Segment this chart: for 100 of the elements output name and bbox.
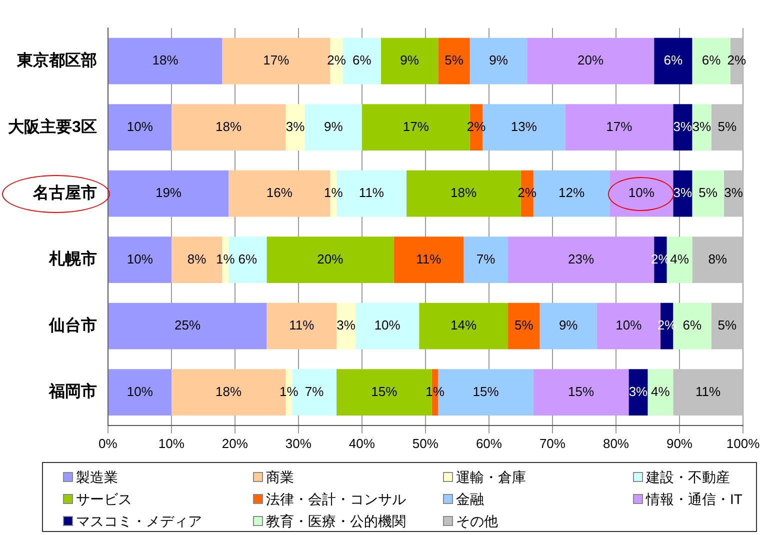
bar <box>266 236 394 283</box>
bar <box>108 170 229 217</box>
bar <box>286 104 305 151</box>
data-label: 9% <box>558 318 578 333</box>
data-label: 10% <box>126 251 154 266</box>
x-tick-label: 70% <box>539 436 566 451</box>
bar <box>508 302 540 350</box>
x-tick-label: 20% <box>222 436 248 451</box>
data-label: 15% <box>472 384 500 399</box>
data-label: 1% <box>216 251 236 266</box>
data-label: 3% <box>286 118 306 134</box>
data-label: 6% <box>352 52 372 68</box>
data-label: 5% <box>514 318 534 333</box>
y-tick-label: 名古屋市 <box>32 184 97 202</box>
data-label: 25% <box>174 318 201 333</box>
data-label: 15% <box>371 384 398 399</box>
x-tick-label: 60% <box>476 436 502 451</box>
legend-label: 商業 <box>266 468 294 487</box>
data-label: 1% <box>280 384 299 399</box>
bar <box>108 38 222 84</box>
bar <box>540 302 597 350</box>
legend-label: 法律・会計・コンサル <box>266 490 406 509</box>
data-label: 11% <box>358 185 384 200</box>
legend-label: 金融 <box>456 490 484 509</box>
data-label: 9% <box>400 52 420 68</box>
data-label: 11% <box>416 251 442 266</box>
bar <box>438 38 470 84</box>
data-label: 18% <box>152 52 179 68</box>
legend-label: その他 <box>456 512 498 531</box>
x-tick-label: 10% <box>158 436 185 451</box>
data-label: 3% <box>673 118 692 134</box>
data-label: 5% <box>444 52 464 68</box>
legend-label: 建設・不動産 <box>646 468 730 487</box>
data-label: 14% <box>450 318 477 333</box>
data-label: 20% <box>578 52 604 68</box>
y-tick-label: 札幌市 <box>48 250 97 268</box>
data-label: 10% <box>126 118 154 134</box>
y-tick-label: 福岡市 <box>48 382 97 401</box>
bar <box>711 302 743 350</box>
bar <box>692 236 743 283</box>
data-label: 8% <box>187 251 207 266</box>
bar <box>628 369 648 416</box>
y-tick-label: 仙台市 <box>48 316 97 334</box>
legend-label: 製造業 <box>76 468 118 487</box>
legend-label: サービス <box>76 490 132 509</box>
data-label: 9% <box>324 118 344 134</box>
bar <box>692 170 724 217</box>
x-tick-label: 100% <box>726 436 760 451</box>
data-label: 17% <box>263 52 290 68</box>
bar <box>533 369 629 416</box>
bar <box>171 104 286 151</box>
data-label: 3% <box>336 318 356 333</box>
x-tick-label: 30% <box>285 436 312 451</box>
bar <box>711 104 743 151</box>
legend-label: マスコミ・メディア <box>76 512 202 531</box>
bar <box>304 104 362 151</box>
bar <box>565 104 674 151</box>
data-label: 23% <box>568 251 594 266</box>
data-label: 7% <box>304 384 324 399</box>
data-label: 6% <box>664 52 683 68</box>
data-label: 10% <box>616 318 642 333</box>
data-label: 8% <box>708 251 728 266</box>
data-label: 6% <box>238 251 258 266</box>
x-tick-label: 90% <box>666 436 693 451</box>
bar <box>356 302 420 350</box>
data-label: 2% <box>327 52 346 68</box>
data-label: 11% <box>696 384 722 399</box>
data-label: 18% <box>450 185 477 200</box>
data-label: 6% <box>702 52 722 68</box>
bar <box>108 236 172 283</box>
bar <box>108 104 172 151</box>
bar <box>380 38 438 84</box>
data-label: 5% <box>698 185 718 200</box>
legend-label: 情報・通信・IT <box>646 490 742 509</box>
data-label: 3% <box>692 118 712 134</box>
bar <box>108 302 267 350</box>
x-tick-label: 50% <box>412 436 439 451</box>
legend-label: 教育・医療・公的機関 <box>266 512 406 531</box>
data-label: 19% <box>155 185 182 200</box>
x-tick-label: 80% <box>602 436 630 451</box>
data-label: 20% <box>317 251 344 266</box>
y-tick-label: 大阪主要3区 <box>8 116 97 136</box>
data-label: 5% <box>718 318 737 333</box>
data-label: 12% <box>558 185 585 200</box>
x-tick-label: 40% <box>348 436 376 451</box>
data-label: 5% <box>718 118 737 134</box>
data-label: 3% <box>673 185 692 200</box>
x-tick-label: 0% <box>98 436 118 451</box>
data-label: 6% <box>682 318 702 333</box>
data-label: 18% <box>216 118 242 134</box>
legend-label: 運輸・倉庫 <box>456 468 526 487</box>
data-label: 11% <box>289 318 315 333</box>
bar <box>673 369 743 416</box>
bar <box>527 38 654 84</box>
data-label: 4% <box>651 384 670 399</box>
data-label: 16% <box>266 185 293 200</box>
bar <box>724 170 743 217</box>
data-label: 15% <box>568 384 594 399</box>
bar <box>654 38 692 84</box>
data-label: 17% <box>606 118 633 134</box>
